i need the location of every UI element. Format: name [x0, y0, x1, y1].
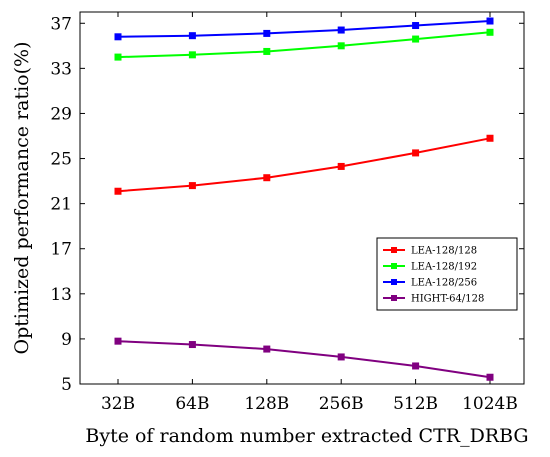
- y-axis-ticks: 5 9 13 17 21 25 29 33 37: [50, 14, 524, 395]
- y-tick-label: 25: [50, 150, 72, 170]
- x-tick-label: 64B: [175, 394, 209, 414]
- y-tick-label: 33: [50, 59, 72, 79]
- series-layer: [114, 17, 494, 381]
- data-point: [412, 35, 420, 43]
- legend-marker: [391, 295, 397, 301]
- data-point: [412, 22, 420, 30]
- plot-frame: [79, 11, 525, 385]
- y-axis-title: Optimized performance ratio(%): [11, 42, 33, 355]
- data-point: [412, 362, 420, 370]
- data-point: [486, 28, 494, 36]
- legend-label: LEA-128/128: [411, 246, 477, 257]
- y-tick-label: 13: [50, 285, 72, 305]
- series-line: [117, 340, 491, 379]
- y-tick-label: 9: [61, 330, 72, 350]
- legend-label: LEA-128/192: [411, 262, 477, 273]
- data-point: [263, 345, 271, 353]
- x-tick-label: 1024B: [462, 394, 518, 414]
- data-point: [188, 51, 196, 59]
- data-point: [486, 134, 494, 142]
- x-axis-title: Byte of random number extracted CTR_DRBG: [85, 425, 528, 447]
- data-point: [263, 174, 271, 182]
- data-point: [337, 26, 345, 34]
- y-tick-label: 29: [50, 104, 72, 124]
- series-line: [117, 31, 491, 59]
- data-point: [337, 162, 345, 170]
- series-line: [117, 137, 491, 193]
- series-1: [114, 28, 494, 61]
- legend-label: LEA-128/256: [411, 278, 477, 289]
- data-point: [114, 53, 122, 61]
- data-point: [337, 42, 345, 50]
- x-tick-label: 256B: [319, 394, 364, 414]
- legend-marker: [391, 247, 397, 253]
- series-line: [117, 20, 491, 38]
- data-point: [412, 149, 420, 157]
- y-tick-label: 21: [50, 195, 72, 215]
- data-point: [486, 373, 494, 381]
- data-point: [263, 47, 271, 55]
- y-tick-label: 37: [50, 14, 72, 34]
- data-point: [263, 29, 271, 37]
- series-2: [114, 17, 494, 41]
- data-point: [114, 337, 122, 345]
- x-tick-label: 128B: [244, 394, 289, 414]
- x-axis-ticks: 32B 64B 128B 256B 512B 1024B: [101, 12, 518, 414]
- legend-marker: [391, 279, 397, 285]
- data-point: [188, 32, 196, 40]
- legend-label: HIGHT-64/128: [411, 294, 484, 305]
- data-point: [188, 182, 196, 190]
- x-tick-label: 512B: [393, 394, 438, 414]
- series-3: [114, 337, 494, 381]
- data-point: [337, 353, 345, 361]
- data-point: [188, 341, 196, 349]
- legend: LEA-128/128 LEA-128/192 LEA-128/256 HIGHT-6…: [376, 237, 518, 311]
- data-point: [486, 17, 494, 25]
- series-0: [114, 134, 494, 195]
- data-point: [114, 187, 122, 195]
- x-tick-label: 32B: [101, 394, 135, 414]
- y-tick-label: 17: [50, 240, 72, 260]
- legend-marker: [391, 263, 397, 269]
- y-tick-label: 5: [61, 375, 72, 395]
- data-point: [114, 33, 122, 41]
